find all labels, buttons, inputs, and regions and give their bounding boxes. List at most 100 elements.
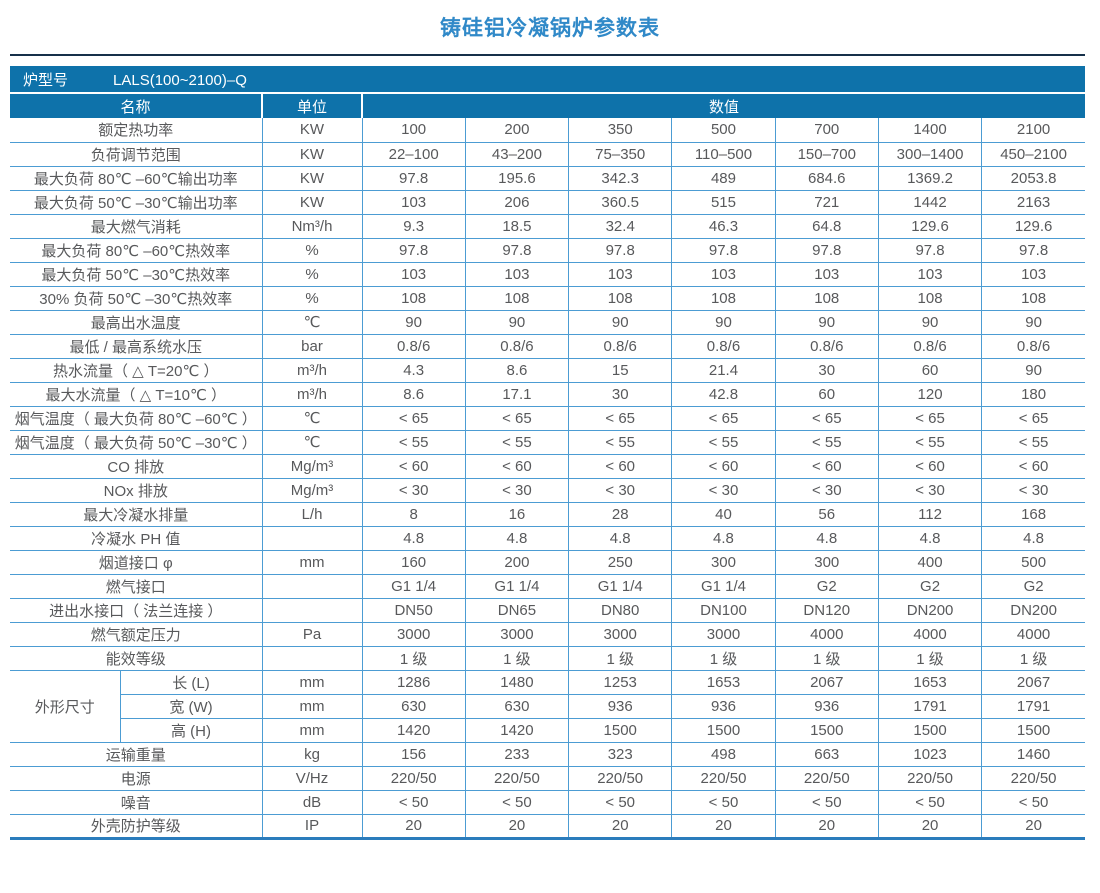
value-cell: 97.8 (464, 238, 569, 263)
value-cell: 0.8/6 (671, 334, 776, 359)
value-cell: < 30 (361, 478, 466, 503)
value-cell: 20 (981, 814, 1085, 840)
unit-cell: % (261, 286, 362, 311)
table-row: 最低 / 最高系统水压 bar 0.8/6 0.8/6 0.8/6 0.8/6 0.8/6 0… (10, 334, 1085, 359)
value-cell: 0.8/6 (981, 334, 1085, 359)
value-cell: 103 (464, 262, 569, 287)
col-header-name: 名称 (10, 93, 262, 118)
value-cell: 220/50 (671, 766, 776, 791)
value-cell: 323 (568, 742, 672, 767)
value-cell: 1400 (877, 118, 982, 143)
unit-cell: kg (261, 742, 362, 767)
value-cell: 400 (877, 550, 982, 575)
value-cell: 220/50 (568, 766, 672, 791)
param-name-cell: 烟气温度（ 最大负荷 50℃ –30℃ ） (10, 430, 262, 455)
value-cell: 206 (464, 190, 569, 215)
value-cell: 103 (361, 262, 466, 287)
value-cell: < 55 (568, 430, 672, 455)
value-cell: 1442 (877, 190, 982, 215)
value-cell: 1 级 (361, 646, 466, 671)
value-cell: G1 1/4 (361, 574, 466, 599)
param-name-cell: 运输重量 (10, 742, 262, 767)
value-cell: 4000 (981, 622, 1085, 647)
value-cell: 4.8 (774, 526, 879, 551)
value-cell: 2067 (981, 670, 1085, 695)
table-row: 烟气温度（ 最大负荷 50℃ –30℃ ） ℃ < 55 < 55 < 55 < 55 < … (10, 430, 1085, 455)
value-cell: 233 (464, 742, 569, 767)
value-cell: < 55 (671, 430, 776, 455)
value-cell: 8.6 (464, 358, 569, 383)
value-cell: 2053.8 (981, 166, 1085, 191)
table-row: 高 (H) mm 1420 1420 1500 1500 1500 1500 1500 (10, 718, 1085, 743)
value-cell: 22–100 (361, 142, 466, 167)
value-cell: 90 (774, 310, 879, 335)
value-cell: 220/50 (774, 766, 879, 791)
unit-cell: mm (261, 670, 362, 695)
value-cell: < 60 (981, 454, 1085, 479)
value-cell: 3000 (361, 622, 466, 647)
value-cell: 90 (361, 310, 466, 335)
param-name-cell: NOx 排放 (10, 478, 262, 503)
value-cell: < 65 (568, 406, 672, 431)
unit-cell (261, 646, 362, 671)
value-cell: 1253 (568, 670, 672, 695)
value-cell: 700 (774, 118, 879, 143)
value-cell: 498 (671, 742, 776, 767)
value-cell: 4.8 (361, 526, 466, 551)
value-cell: 40 (671, 502, 776, 527)
value-cell: 20 (361, 814, 466, 840)
value-cell: 108 (981, 286, 1085, 311)
value-cell: 300 (774, 550, 879, 575)
value-cell: 3000 (671, 622, 776, 647)
value-cell: G1 1/4 (671, 574, 776, 599)
value-cell: 500 (671, 118, 776, 143)
col-header-unit: 单位 (261, 93, 362, 118)
value-cell: 168 (981, 502, 1085, 527)
value-cell: 936 (671, 694, 776, 719)
table-row: 负荷调节范围 KW 22–100 43–200 75–350 110–500 150–700… (10, 142, 1085, 167)
unit-cell: KW (261, 166, 362, 191)
param-name-cell: CO 排放 (10, 454, 262, 479)
value-cell: 1653 (671, 670, 776, 695)
value-cell: G2 (774, 574, 879, 599)
value-cell: 195.6 (464, 166, 569, 191)
value-cell: 108 (361, 286, 466, 311)
table-row: 30% 负荷 50℃ –30℃热效率% 108 108 108 108 108 108 108 (10, 286, 1085, 311)
value-cell: 28 (568, 502, 672, 527)
value-cell: DN65 (464, 598, 569, 623)
params-table: 炉型号 LALS(100~2100)–Q 名称 单位 数值 额定热功率 KW 100 2… (10, 66, 1085, 840)
value-cell: 220/50 (361, 766, 466, 791)
value-cell: < 55 (464, 430, 569, 455)
value-cell: < 60 (568, 454, 672, 479)
unit-cell: ℃ (261, 310, 362, 335)
value-cell: 663 (774, 742, 879, 767)
value-cell: 30 (568, 382, 672, 407)
value-cell: 350 (568, 118, 672, 143)
value-cell: 1500 (981, 718, 1085, 743)
param-name-cell: 额定热功率 (10, 118, 262, 143)
value-cell: < 30 (464, 478, 569, 503)
value-cell: 20 (568, 814, 672, 840)
table-row: 最大水流量（ △ T=10℃ ） m³/h 8.6 17.1 30 42.8 60 120 18… (10, 382, 1085, 407)
unit-cell: Nm³/h (261, 214, 362, 239)
table-row: 最大燃气消耗 Nm³/h 9.3 18.5 32.4 46.3 64.8 129.6 129.6 (10, 214, 1085, 239)
param-name-cell: 宽 (W) (119, 694, 262, 719)
param-name-cell: 烟气温度（ 最大负荷 80℃ –60℃ ） (10, 406, 262, 431)
value-cell: 60 (774, 382, 879, 407)
value-cell: < 50 (671, 790, 776, 815)
value-cell: 0.8/6 (568, 334, 672, 359)
value-cell: 97.8 (774, 238, 879, 263)
value-cell: 342.3 (568, 166, 672, 191)
value-cell: 21.4 (671, 358, 776, 383)
value-cell: 1480 (464, 670, 569, 695)
table-row: 运输重量 kg 156 233 323 498 663 1023 1460 (10, 742, 1085, 767)
param-name-cell: 燃气接口 (10, 574, 262, 599)
table-row: 烟道接口 φ mm 160 200 250 300 300 400 500 (10, 550, 1085, 575)
value-cell: < 50 (981, 790, 1085, 815)
value-cell: DN200 (877, 598, 982, 623)
param-name-cell: 噪音 (10, 790, 262, 815)
unit-cell: m³/h (261, 358, 362, 383)
value-cell: 1023 (877, 742, 982, 767)
value-cell: 108 (464, 286, 569, 311)
value-cell: 108 (877, 286, 982, 311)
